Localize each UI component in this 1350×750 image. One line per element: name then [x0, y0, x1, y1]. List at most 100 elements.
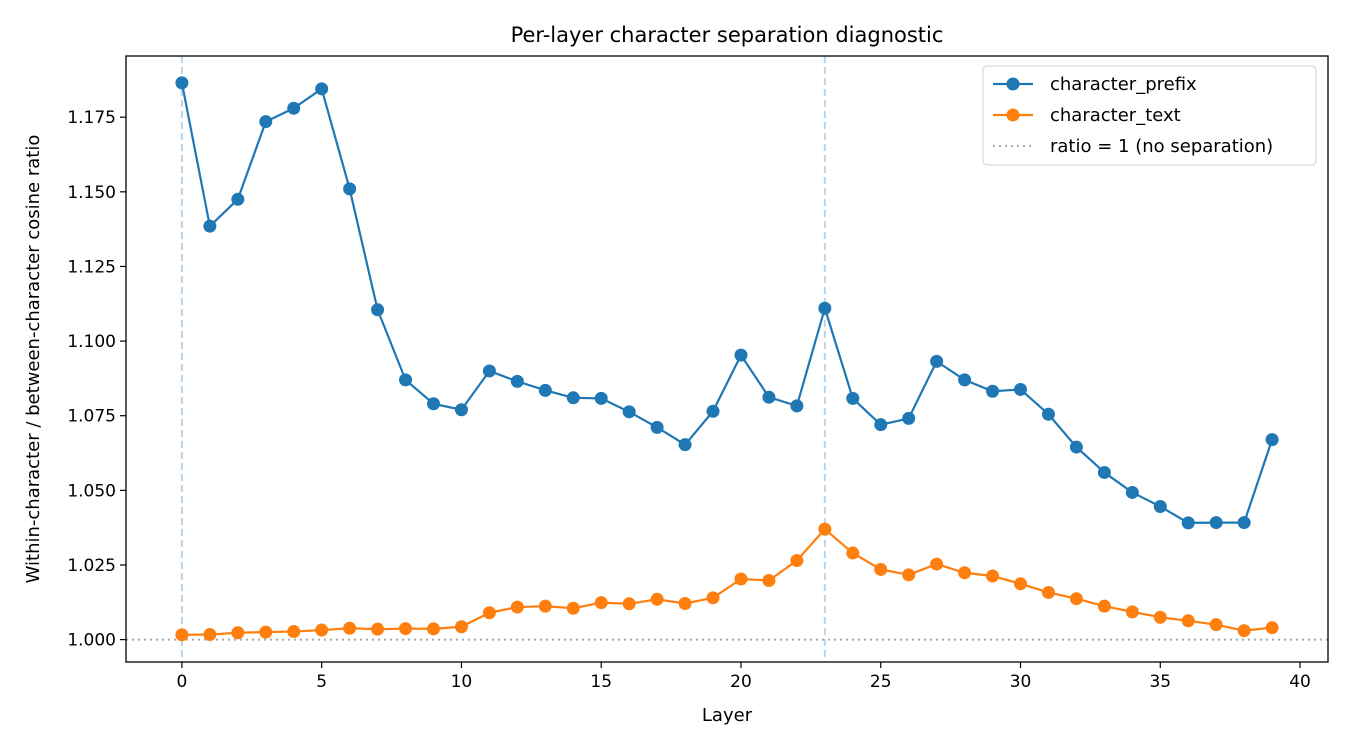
data-point-character-prefix-31: [1041, 407, 1055, 421]
data-point-character-text-23: [818, 522, 832, 536]
data-point-character-text-32: [1069, 592, 1083, 606]
data-point-character-prefix-36: [1181, 516, 1195, 530]
data-point-character-text-12: [510, 600, 524, 614]
data-point-character-text-22: [790, 554, 804, 568]
data-point-character-prefix-13: [538, 383, 552, 397]
data-point-character-text-18: [678, 596, 692, 610]
data-point-character-text-8: [399, 622, 413, 636]
legend-label-character-prefix: character_prefix: [1050, 74, 1197, 95]
legend-label-reference: ratio = 1 (no separation): [1050, 136, 1273, 157]
data-point-character-text-39: [1265, 621, 1279, 635]
data-point-character-prefix-5: [315, 82, 329, 96]
data-point-character-text-35: [1153, 610, 1167, 624]
y-tick-label: 1.100: [67, 332, 116, 352]
data-point-character-prefix-26: [902, 411, 916, 425]
data-point-character-prefix-20: [734, 348, 748, 362]
data-point-character-prefix-21: [762, 390, 776, 404]
data-point-character-text-26: [902, 568, 916, 582]
data-point-character-prefix-28: [958, 373, 972, 387]
data-point-character-text-7: [371, 622, 385, 636]
y-tick-label: 1.125: [67, 257, 116, 277]
legend: character_prefix character_text ratio = …: [982, 65, 1317, 166]
data-point-character-prefix-27: [930, 354, 944, 368]
data-point-character-prefix-22: [790, 399, 804, 413]
y-tick-label: 1.025: [67, 556, 116, 576]
data-point-character-prefix-23: [818, 301, 832, 315]
x-tick-label: 10: [451, 672, 473, 692]
chart-title: Per-layer character separation diagnosti…: [511, 23, 944, 47]
data-point-character-prefix-39: [1265, 433, 1279, 447]
data-point-character-text-14: [566, 601, 580, 615]
data-point-character-text-0: [175, 628, 189, 642]
data-point-character-text-2: [231, 626, 245, 640]
data-point-character-prefix-24: [846, 391, 860, 405]
data-point-character-text-36: [1181, 614, 1195, 628]
y-tick-label: 1.000: [67, 631, 116, 651]
data-point-character-prefix-16: [622, 405, 636, 419]
data-point-character-prefix-35: [1153, 499, 1167, 513]
x-tick-label: 15: [590, 672, 612, 692]
data-point-character-text-21: [762, 574, 776, 588]
data-point-character-prefix-11: [482, 364, 496, 378]
legend-box: [982, 65, 1317, 166]
data-point-character-text-33: [1097, 599, 1111, 613]
x-tick-label: 25: [870, 672, 892, 692]
data-point-character-prefix-8: [399, 373, 413, 387]
y-tick-label: 1.075: [67, 407, 116, 427]
data-point-character-prefix-2: [231, 192, 245, 206]
x-tick-label: 0: [176, 672, 187, 692]
series-line-character-text: [181, 528, 1273, 636]
data-point-character-text-1: [203, 628, 217, 642]
data-point-character-text-6: [343, 621, 357, 635]
data-point-character-text-27: [930, 557, 944, 571]
data-point-character-prefix-32: [1069, 440, 1083, 454]
data-point-character-text-34: [1125, 605, 1139, 619]
data-point-character-text-19: [706, 591, 720, 605]
data-point-character-text-29: [986, 569, 1000, 583]
legend-marker-character-prefix: [1006, 77, 1020, 91]
x-tick-label: 20: [730, 672, 752, 692]
data-point-character-prefix-10: [454, 403, 468, 417]
data-point-character-prefix-29: [986, 384, 1000, 398]
x-axis-title: Layer: [702, 705, 753, 726]
y-tick-label: 1.150: [67, 183, 116, 203]
y-axis-title: Within-character / between-character cos…: [23, 135, 44, 584]
data-point-character-prefix-18: [678, 438, 692, 452]
data-point-character-text-20: [734, 572, 748, 586]
data-point-character-text-4: [287, 625, 301, 639]
data-point-character-text-5: [315, 623, 329, 637]
data-point-character-text-38: [1237, 624, 1251, 638]
data-point-character-prefix-30: [1014, 382, 1028, 396]
legend-label-character-text: character_text: [1050, 105, 1181, 126]
x-tick-label: 5: [316, 672, 327, 692]
data-point-character-prefix-1: [203, 219, 217, 233]
data-point-character-prefix-15: [594, 391, 608, 405]
data-point-character-prefix-0: [175, 76, 189, 90]
data-point-character-text-13: [538, 599, 552, 613]
plot-frame: [125, 55, 1329, 663]
x-tick-label: 35: [1149, 672, 1171, 692]
data-point-character-prefix-9: [426, 397, 440, 411]
data-point-character-prefix-37: [1209, 516, 1223, 530]
x-tick-label: 40: [1289, 672, 1311, 692]
data-point-character-text-3: [259, 625, 273, 639]
data-point-character-text-25: [874, 562, 888, 576]
data-point-character-prefix-33: [1097, 465, 1111, 479]
data-point-character-prefix-34: [1125, 485, 1139, 499]
data-point-character-prefix-7: [371, 303, 385, 317]
data-point-character-text-10: [454, 620, 468, 634]
data-point-character-text-16: [622, 597, 636, 611]
data-point-character-text-15: [594, 596, 608, 610]
data-point-character-text-11: [482, 606, 496, 620]
data-point-character-text-17: [650, 592, 664, 606]
data-point-character-prefix-38: [1237, 516, 1251, 530]
data-point-character-prefix-12: [510, 374, 524, 388]
data-point-character-text-31: [1041, 585, 1055, 599]
data-point-character-text-28: [958, 566, 972, 580]
data-point-character-prefix-4: [287, 101, 301, 115]
x-tick-label: 30: [1010, 672, 1032, 692]
series-line-character-prefix: [180, 82, 1274, 524]
data-point-character-text-9: [426, 622, 440, 636]
legend-marker-character-text: [1006, 108, 1020, 122]
